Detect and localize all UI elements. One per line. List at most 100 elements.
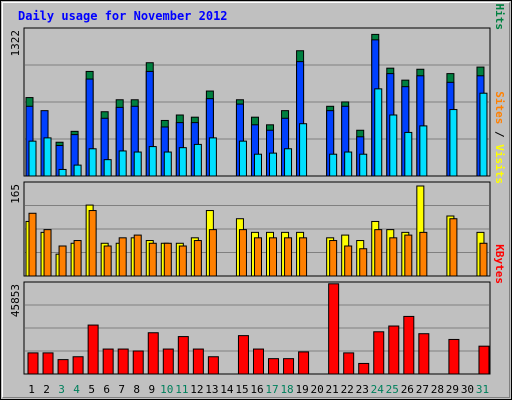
x-tick-label: 1 (28, 383, 35, 396)
x-tick-label: 8 (133, 383, 140, 396)
legend-entry: / (493, 0, 506, 4)
x-tick-label: 23 (356, 383, 369, 396)
bar-kbytes (147, 332, 159, 375)
bar-sites (163, 242, 172, 277)
bar-sites (118, 237, 127, 277)
bar-sites (284, 237, 293, 277)
x-tick-label: 21 (326, 383, 339, 396)
bar-kbytes (418, 333, 430, 375)
x-tick-label: 17 (265, 383, 278, 396)
x-tick-label: 18 (280, 383, 293, 396)
x-tick-label: 19 (295, 383, 308, 396)
bar-sites (28, 212, 37, 277)
bar-kbytes (388, 325, 400, 375)
y-max-label: 1322 (9, 30, 22, 57)
bar-kbytes (177, 336, 189, 375)
bar-pages (359, 153, 368, 177)
x-tick-label: 24 (371, 383, 385, 396)
bar-kbytes (57, 359, 69, 375)
bar-kbytes (72, 356, 84, 375)
x-tick-label: 2 (43, 383, 50, 396)
x-tick-label: 14 (220, 383, 234, 396)
bar-sites (374, 229, 383, 277)
bar-sites (43, 229, 52, 277)
bar-sites (449, 218, 458, 277)
bar-kbytes (373, 331, 385, 375)
bar-pages (148, 146, 157, 177)
bar-pages (178, 147, 187, 177)
bar-sites (88, 210, 97, 277)
bar-kbytes (162, 348, 174, 375)
bar-kbytes (403, 315, 415, 375)
x-tick-label: 20 (311, 383, 324, 396)
legend-entry: Hits (493, 4, 506, 31)
bar-pages (118, 150, 127, 177)
x-tick-label: 26 (401, 383, 414, 396)
x-tick-label: 5 (88, 383, 95, 396)
bar-kbytes (283, 358, 295, 375)
bar-pages (208, 137, 217, 177)
bar-sites (329, 240, 338, 277)
bar-pages (43, 137, 52, 177)
x-tick-label: 6 (103, 383, 110, 396)
legend-entry: KBytes (493, 244, 506, 284)
chart-title: Daily usage for November 2012 (18, 9, 228, 23)
bar-kbytes (448, 338, 460, 375)
bar-sites (359, 248, 368, 277)
bar-sites (269, 237, 278, 277)
bar-pages (419, 125, 428, 177)
bar-kbytes (328, 283, 340, 375)
panel-legend: Pages / Files / Hits (493, 0, 506, 30)
bar-kbytes (478, 345, 490, 375)
bar-kbytes (268, 358, 280, 375)
bar-pages (479, 92, 488, 177)
bar-kbytes (87, 324, 99, 375)
bar-kbytes (42, 352, 54, 375)
x-tick-label: 25 (386, 383, 399, 396)
y-max-label: 165 (9, 184, 22, 204)
x-tick-label: 30 (461, 383, 474, 396)
x-tick-label: 3 (58, 383, 65, 396)
bar-sites (58, 245, 67, 277)
legend-entry: Visits (493, 144, 506, 184)
bar-kbytes (117, 348, 129, 375)
bar-kbytes (298, 351, 310, 375)
bar-pages (103, 159, 112, 177)
bar-pages (133, 151, 142, 177)
bar-pages (299, 123, 308, 177)
bar-pages (269, 152, 278, 177)
bar-sites (238, 229, 247, 277)
bar-sites (344, 245, 353, 277)
bar-pages (344, 151, 353, 177)
bar-kbytes (192, 348, 204, 375)
x-tick-label: 11 (175, 383, 188, 396)
bar-sites (73, 240, 82, 277)
bar-sites (419, 231, 428, 277)
bar-pages (449, 109, 458, 177)
legend-entry: / (493, 124, 506, 144)
bar-sites (103, 245, 112, 277)
bar-kbytes (102, 348, 114, 375)
bar-pages (193, 143, 202, 177)
x-tick-label: 4 (73, 383, 80, 396)
bar-sites (253, 237, 262, 277)
bar-kbytes (252, 348, 264, 375)
bar-kbytes (27, 352, 39, 375)
bar-pages (404, 131, 413, 177)
bar-pages (163, 151, 172, 177)
x-tick-label: 15 (235, 383, 248, 396)
bar-pages (284, 148, 293, 177)
x-tick-label: 7 (118, 383, 125, 396)
x-tick-label: 29 (446, 383, 459, 396)
bar-pages (253, 153, 262, 177)
bar-kbytes (207, 356, 219, 375)
bar-sites (404, 234, 413, 277)
bar-sites (193, 240, 202, 277)
bar-pages (238, 140, 247, 177)
bar-sites (479, 242, 488, 277)
bar-kbytes (237, 335, 249, 375)
panel-legend: KBytes (493, 244, 506, 284)
bar-kbytes (343, 352, 355, 375)
